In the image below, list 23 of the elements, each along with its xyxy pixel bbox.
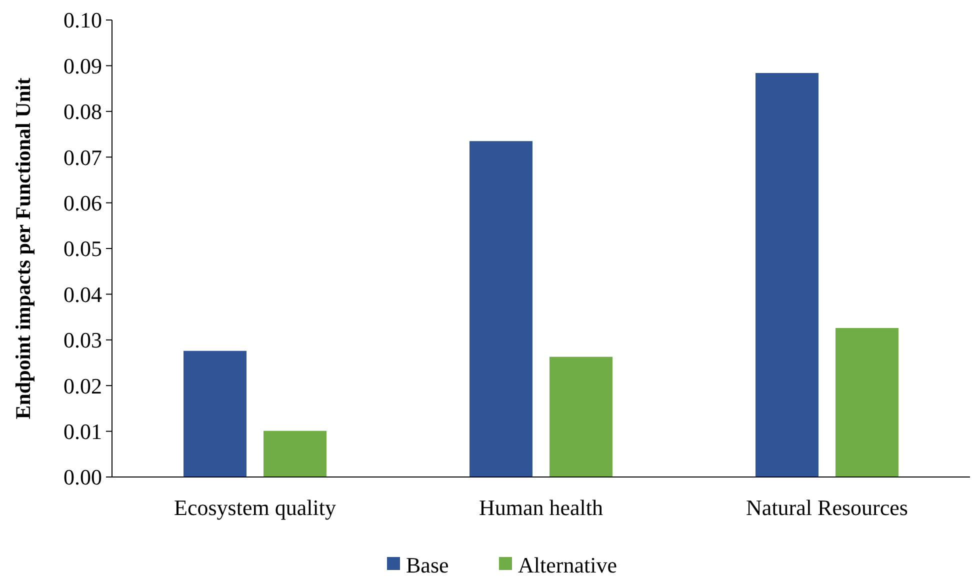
x-tick-label: Ecosystem quality	[174, 495, 336, 520]
y-tick-label: 0.04	[64, 282, 102, 307]
x-tick-label: Natural Resources	[746, 495, 908, 520]
y-tick-label: 0.05	[64, 236, 102, 262]
legend-label: Alternative	[518, 552, 617, 578]
y-tick-label: 0.10	[64, 8, 102, 33]
y-tick-label: 0.01	[64, 419, 102, 444]
y-tick-label: 0.03	[64, 328, 102, 353]
y-tick-label: 0.02	[64, 373, 102, 398]
x-tick-label: Human health	[478, 495, 604, 520]
y-tick-label: 0.06	[64, 190, 102, 216]
y-axis-title: Endpoint impacts per Functional Unit	[11, 78, 35, 420]
y-tick-label: 0.00	[64, 464, 102, 490]
bar	[184, 350, 246, 477]
y-tick-label: 0.08	[64, 99, 102, 124]
bar	[470, 141, 532, 477]
legend-label: Base	[406, 552, 449, 578]
y-tick-label: 0.07	[64, 144, 102, 170]
bar	[756, 73, 818, 477]
bar	[836, 328, 898, 477]
bar	[264, 430, 326, 477]
y-tick-label: 0.09	[64, 53, 102, 78]
bar	[550, 356, 612, 477]
